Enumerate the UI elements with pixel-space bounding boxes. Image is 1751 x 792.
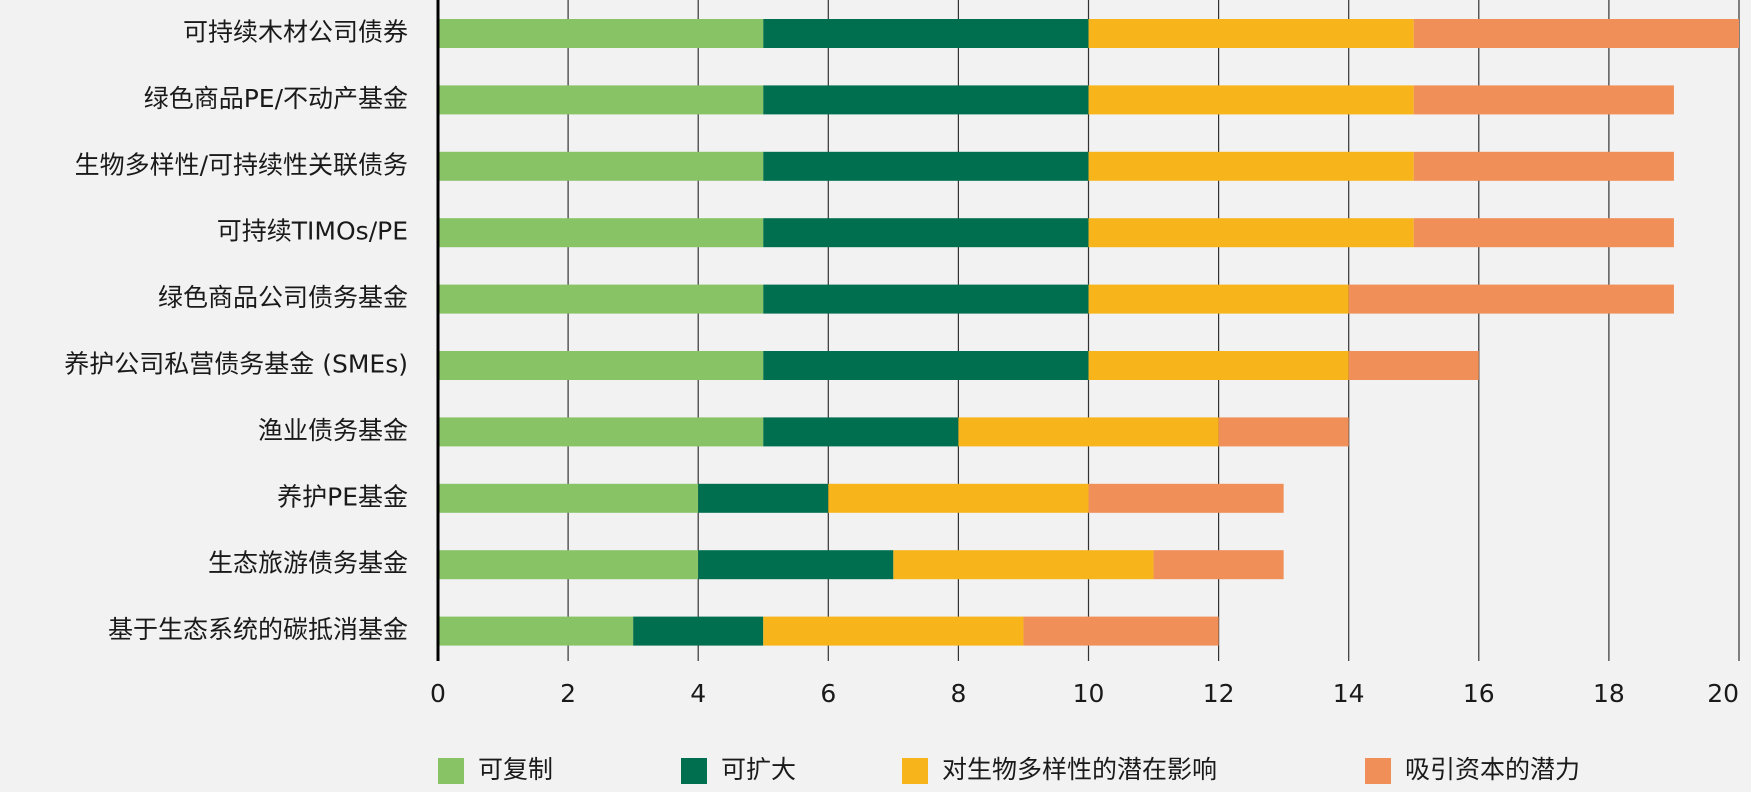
y-tick-label: 可持续TIMOs/PE: [217, 217, 408, 246]
x-tick-label: 12: [1203, 679, 1235, 708]
bar-segment: [763, 19, 1089, 48]
bar-segment: [438, 550, 699, 580]
bar-segment: [1088, 151, 1414, 181]
bar-segment: [1348, 351, 1479, 380]
y-tick-label: 养护公司私营债务基金 (SMEs): [64, 350, 408, 379]
y-tick-label: 渔业债务基金: [258, 416, 408, 445]
legend-label: 吸引资本的潜力: [1405, 755, 1580, 784]
y-tick-label: 绿色商品PE/不动产基金: [144, 84, 408, 113]
bar-segment: [763, 218, 1089, 248]
bar-segment: [633, 616, 764, 646]
bar-segment: [763, 151, 1089, 181]
x-tick-label: 20: [1707, 679, 1739, 708]
y-tick-label: 生物多样性/可持续性关联债务: [75, 150, 408, 179]
bar-segment: [763, 351, 1089, 380]
bar-segment: [828, 483, 1089, 513]
legend-swatch: [438, 758, 464, 784]
x-tick-label: 0: [430, 679, 446, 708]
bar-segment: [1088, 85, 1414, 115]
bar-segment: [1088, 483, 1284, 513]
x-tick-label: 6: [820, 679, 836, 708]
y-tick-label: 养护PE基金: [277, 482, 408, 511]
bar-segment: [438, 19, 764, 48]
bar-segment: [1088, 284, 1349, 314]
bar-segment: [1413, 151, 1674, 181]
legend-label: 可复制: [478, 755, 553, 784]
bar-segment: [438, 284, 764, 314]
bar-segment: [438, 483, 699, 513]
x-tick-label: 2: [560, 679, 576, 708]
legend-swatch: [902, 758, 928, 784]
x-tick-label: 8: [950, 679, 966, 708]
bar-segment: [1088, 351, 1349, 380]
x-tick-label: 14: [1333, 679, 1365, 708]
y-tick-label: 可持续木材公司债券: [183, 18, 408, 47]
bar-segment: [698, 550, 894, 580]
x-tick-label: 16: [1463, 679, 1495, 708]
legend-swatch: [1365, 758, 1391, 784]
bar-segment: [438, 616, 634, 646]
bar-segment: [1023, 616, 1219, 646]
bar-segment: [438, 218, 764, 248]
bar-segment: [763, 85, 1089, 115]
x-tick-label: 10: [1073, 679, 1105, 708]
legend-swatch: [681, 758, 707, 784]
bar-segment: [1218, 417, 1349, 447]
bar-segment: [1153, 550, 1284, 580]
x-tick-label: 4: [690, 679, 706, 708]
y-tick-label: 绿色商品公司债务基金: [158, 283, 408, 312]
bar-segment: [1413, 19, 1739, 48]
bar-segment: [1088, 218, 1414, 248]
bar-segment: [958, 417, 1219, 447]
y-tick-label: 基于生态系统的碳抵消基金: [108, 615, 408, 644]
bar-segment: [763, 417, 959, 447]
bar-segment: [1413, 218, 1674, 248]
bar-segment: [1088, 19, 1414, 48]
bar-segment: [438, 351, 764, 380]
bar-segment: [1348, 284, 1674, 314]
x-tick-label: 18: [1593, 679, 1625, 708]
bar-segment: [763, 284, 1089, 314]
bar-segment: [1413, 85, 1674, 115]
bar-segment: [438, 151, 764, 181]
legend-label: 对生物多样性的潜在影响: [942, 755, 1217, 784]
legend-label: 可扩大: [721, 755, 796, 784]
bar-segment: [438, 85, 764, 115]
bar-segment: [763, 616, 1024, 646]
bar-segment: [698, 483, 829, 513]
bar-segment: [893, 550, 1154, 580]
bar-segment: [438, 417, 764, 447]
y-tick-label: 生态旅游债务基金: [208, 549, 408, 578]
